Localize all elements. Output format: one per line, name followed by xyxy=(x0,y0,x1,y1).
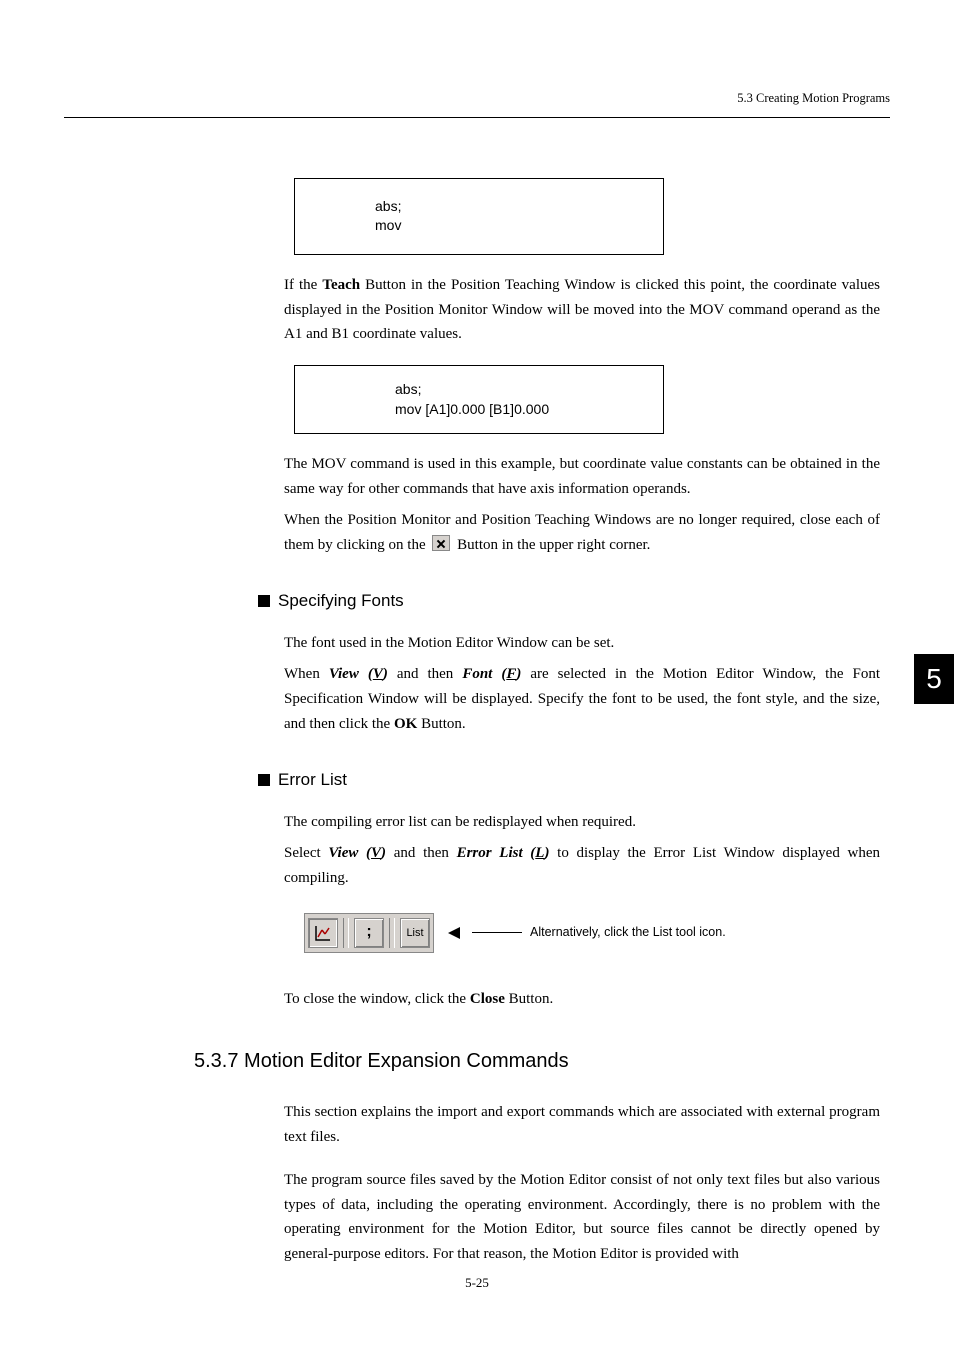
toolbar: ; List xyxy=(304,913,434,953)
square-bullet-icon xyxy=(258,774,270,786)
paragraph: The program source files saved by the Mo… xyxy=(284,1168,880,1267)
section-heading-537: 5.3.7 Motion Editor Expansion Commands xyxy=(194,1045,890,1078)
code-box-2: abs; mov [A1]0.000 [B1]0.000 xyxy=(294,365,664,434)
chart-icon xyxy=(314,924,332,942)
paragraph: Select View (V) and then Error List (L) … xyxy=(284,841,880,891)
toolbar-figure: ; List Alternatively, click the List too… xyxy=(304,913,880,953)
page-number: 5-25 xyxy=(0,1272,954,1293)
toolbar-separator xyxy=(343,918,349,948)
arrow-line xyxy=(472,932,522,934)
code-line: mov xyxy=(375,216,663,236)
header-rule xyxy=(64,117,890,118)
code-line: abs; xyxy=(375,197,663,217)
page-header-breadcrumb: 5.3 Creating Motion Programs xyxy=(64,88,890,109)
arrow-left-icon xyxy=(448,927,460,939)
semicolon-tool-button[interactable]: ; xyxy=(354,918,384,948)
section-heading-error-list: Error List xyxy=(258,766,890,794)
toolbar-caption: Alternatively, click the List tool icon. xyxy=(530,922,726,943)
chart-tool-button[interactable] xyxy=(308,918,338,948)
code-box-1: abs; mov xyxy=(294,178,664,255)
paragraph: The compiling error list can be redispla… xyxy=(284,810,880,835)
paragraph: To close the window, click the Close But… xyxy=(284,987,880,1012)
paragraph: The MOV command is used in this example,… xyxy=(284,452,880,502)
paragraph: The font used in the Motion Editor Windo… xyxy=(284,631,880,656)
list-tool-button[interactable]: List xyxy=(400,918,430,948)
paragraph: When the Position Monitor and Position T… xyxy=(284,508,880,558)
code-line: abs; xyxy=(395,380,663,400)
chapter-tab: 5 xyxy=(914,654,954,704)
paragraph: When View (V) and then Font (F) are sele… xyxy=(284,662,880,736)
code-line: mov [A1]0.000 [B1]0.000 xyxy=(395,400,663,420)
section-heading-specifying-fonts: Specifying Fonts xyxy=(258,587,890,615)
square-bullet-icon xyxy=(258,595,270,607)
close-icon xyxy=(432,535,450,551)
toolbar-separator xyxy=(389,918,395,948)
paragraph: If the Teach Button in the Position Teac… xyxy=(284,273,880,347)
paragraph: This section explains the import and exp… xyxy=(284,1100,880,1150)
